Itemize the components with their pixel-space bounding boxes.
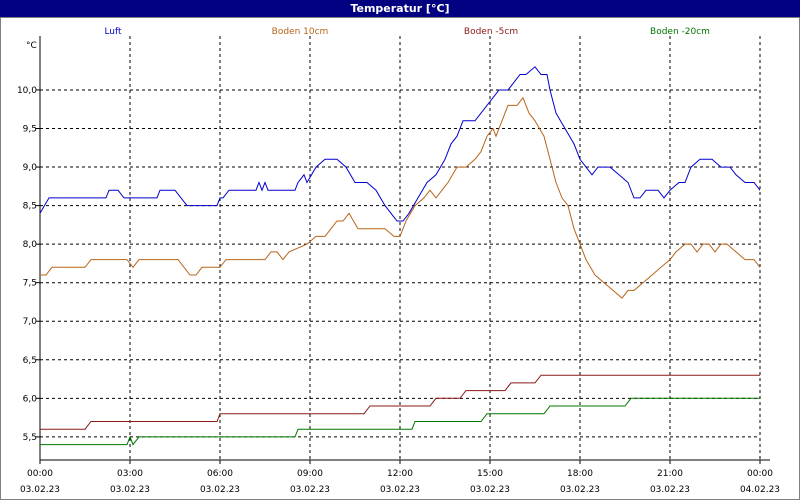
legend-entry: Boden 10cm	[272, 27, 329, 37]
y-tick-label: 8,5	[23, 202, 37, 212]
x-tick-time-label: 00:00	[747, 469, 773, 479]
x-tick-time-label: 00:00	[27, 469, 53, 479]
x-tick-time-label: 06:00	[207, 469, 233, 479]
x-tick-date-label: 03.02.23	[20, 485, 60, 495]
legend-entry: Boden -20cm	[650, 27, 710, 37]
y-tick-label: 6,5	[23, 356, 37, 366]
x-tick-date-label: 03.02.23	[560, 485, 600, 495]
y-tick-label: 7,5	[23, 279, 37, 289]
chart-title: Temperatur [°C]	[0, 0, 800, 17]
y-axis-unit-label: °C	[26, 41, 37, 51]
x-tick-date-label: 04.02.23	[740, 485, 780, 495]
x-tick-time-label: 15:00	[477, 469, 503, 479]
series-line-luft	[40, 66, 760, 222]
legend-entry: Luft	[104, 27, 122, 37]
y-tick-label: 9,0	[23, 163, 38, 173]
series-line-boden-20cm	[40, 397, 760, 446]
x-tick-time-label: 21:00	[657, 469, 683, 479]
x-tick-date-label: 03.02.23	[290, 485, 330, 495]
x-tick-date-label: 03.02.23	[650, 485, 690, 495]
x-tick-time-label: 03:00	[117, 469, 143, 479]
x-tick-time-label: 18:00	[567, 469, 593, 479]
y-tick-label: 5,5	[23, 433, 37, 443]
legend-entry: Boden -5cm	[464, 27, 518, 37]
y-tick-label: 10,0	[17, 86, 37, 96]
x-tick-time-label: 09:00	[297, 469, 323, 479]
x-tick-date-label: 03.02.23	[110, 485, 150, 495]
x-tick-date-label: 03.02.23	[380, 485, 420, 495]
y-tick-label: 8,0	[23, 240, 38, 250]
x-tick-date-label: 03.02.23	[200, 485, 240, 495]
y-tick-label: 6,0	[23, 394, 38, 404]
x-tick-time-label: 12:00	[387, 469, 413, 479]
y-tick-label: 9,5	[23, 125, 37, 135]
series-line-boden-10cm	[40, 96, 760, 299]
series-line-boden-5cm	[40, 374, 760, 430]
x-tick-date-label: 03.02.23	[470, 485, 510, 495]
y-tick-label: 7,0	[23, 317, 38, 327]
